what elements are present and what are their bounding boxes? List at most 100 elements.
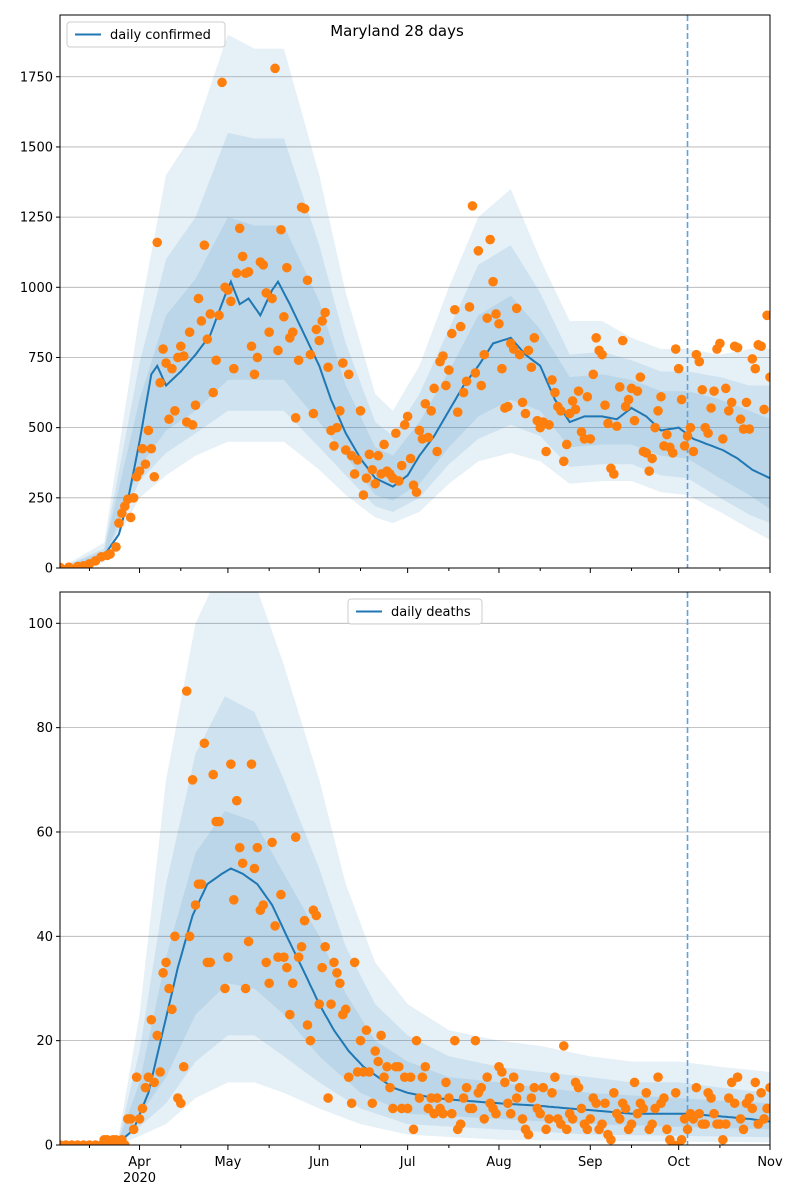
data-point [114,518,124,528]
data-point [732,342,743,353]
data-point [735,1114,746,1124]
x-tick-label: Aug [486,1155,511,1170]
data-point [137,443,148,454]
data-point [567,396,578,406]
data-point [679,441,690,451]
data-point [170,931,180,942]
y-tick-label: 0 [45,1139,53,1154]
data-point [396,460,407,471]
data-point [405,1072,416,1082]
data-point [647,1119,657,1129]
data-point [573,1082,584,1093]
data-point [335,978,345,989]
data-point [234,223,245,234]
data-point [408,1124,419,1135]
data-point [187,420,198,430]
data-point [476,380,487,391]
data-point [550,1072,560,1082]
data-point [175,1098,186,1109]
data-point [317,316,327,326]
legend-label: daily confirmed [110,28,211,43]
data-point [461,1082,472,1093]
data-point [267,293,277,304]
data-point [762,1103,770,1114]
data-point [402,1103,413,1114]
data-point [726,397,737,408]
data-point [715,338,725,349]
y-tick-label: 80 [36,721,53,736]
data-point [597,349,607,360]
data-point [414,425,425,436]
data-point [541,446,551,457]
data-point [482,313,492,323]
data-point [346,1098,357,1109]
data-point [591,333,601,343]
data-point [134,1114,145,1124]
data-point [441,1077,451,1088]
data-point [603,418,613,429]
data-point [676,394,687,405]
data-point [361,1025,372,1036]
data-point [411,1035,422,1046]
data-point [279,311,289,322]
data-point [670,1088,681,1098]
data-point [517,1114,528,1124]
data-point [420,1061,431,1072]
data-point [302,275,313,286]
panel-2: 0 20 40 60 80 100 Apr May Jun Jul Aug Sep Oct Nov 2020… [28,591,783,1186]
data-point [290,832,301,842]
data-point [497,363,507,374]
data-point [485,234,495,245]
data-point [190,900,201,910]
data-point [187,775,198,785]
data-point [721,1119,731,1129]
data-point [561,1124,572,1135]
data-point [143,425,154,436]
data-point [229,363,239,374]
data-point [582,391,593,402]
data-point [376,1030,386,1041]
data-point [709,386,719,396]
panel-1: 0 250 500 750 1000 1250 1500 1750 daily confirme… [20,14,771,577]
data-point [547,1088,557,1098]
x-tick-label: Sep [578,1155,603,1170]
data-point [158,968,168,978]
data-point [556,406,566,416]
data-point [750,1077,761,1088]
data-point [470,1035,481,1046]
data-point [606,1134,616,1145]
data-point [503,1098,513,1109]
data-point [573,386,584,396]
data-point [682,431,693,441]
x-tick-label: Apr [128,1155,151,1170]
data-point [647,453,657,464]
data-point [756,1088,766,1098]
data-point [178,1061,189,1072]
data-point [438,351,448,361]
data-point [609,1088,619,1098]
data-point [614,1114,625,1124]
data-point [199,240,210,250]
data-point [249,863,260,874]
data-point [246,341,257,352]
data-point [370,478,381,489]
data-point [718,1134,728,1145]
data-point [673,363,684,374]
data-point [152,237,163,248]
model-line [60,279,770,568]
legend: daily deaths [347,598,483,625]
data-point [214,816,224,827]
data-point [282,262,292,273]
data-point [164,983,174,994]
data-point [464,302,475,312]
data-point [706,403,716,413]
data-point [505,1108,516,1119]
data-point [270,921,280,931]
data-point [508,1072,519,1082]
data-point [614,382,625,392]
x-tick-label: Jun [308,1155,329,1170]
data-point [635,372,646,382]
legend-box [66,21,226,48]
data-point [149,471,160,482]
confidence-band-2 [60,696,770,1145]
